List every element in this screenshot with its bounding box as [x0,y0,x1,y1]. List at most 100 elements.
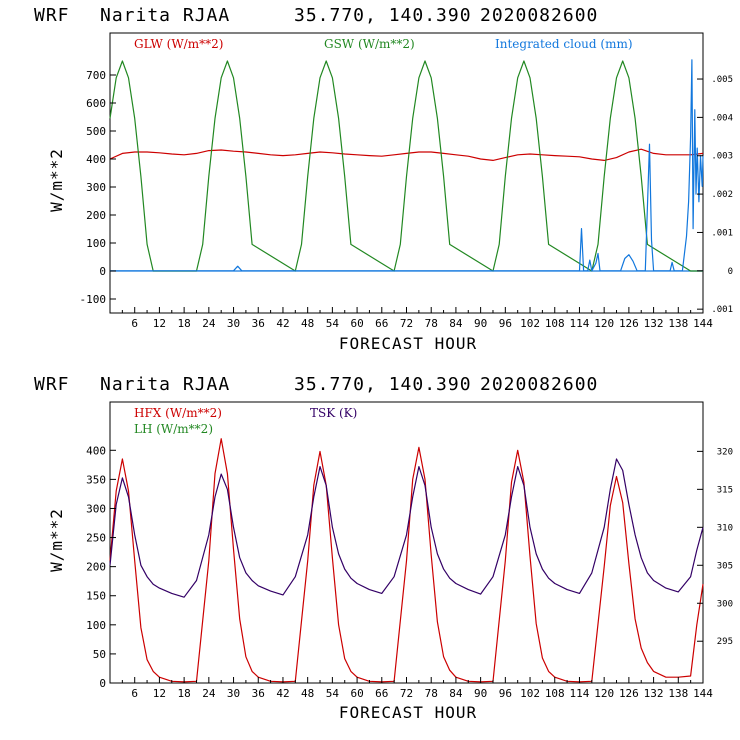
right-tick-label: .003 [711,152,733,162]
x-tick-label: 114 [570,317,590,330]
x-tick-label: 96 [499,317,512,330]
x-tick-label: 90 [474,317,487,330]
x-tick-label: 78 [425,317,438,330]
x-tick-label: 54 [326,687,340,700]
right-tick-label: .005 [711,75,733,85]
x-tick-label: 72 [400,317,413,330]
legend-gsw: GSW (W/m**2) [324,37,415,51]
header-model: WRF [34,374,70,395]
series-line-hfx [109,438,704,683]
x-tick-label: 126 [619,317,639,330]
series-line-integrated [110,59,704,272]
x-tick-label: 6 [131,317,138,330]
x-ticks: 6 12 18 24 30 36 42 48 54 60 66 72 78 84 90 96 102 108 114… [109,677,713,700]
right-tick-label: .001 [711,228,733,238]
x-tick-label: 114 [570,687,590,700]
right-ticks: 295 300 305 310 315 320 [697,447,733,647]
right-tick-label: 310 [717,523,733,533]
y-tick-label: 50 [93,648,106,661]
x-axis-label: FORECAST HOUR [339,703,477,722]
x-tick-label: 96 [499,687,512,700]
x-tick-label: 54 [326,317,340,330]
x-tick-label: 144 [693,317,713,330]
x-tick-label: 138 [668,687,688,700]
x-tick-label: 30 [227,687,240,700]
y-axis-label: W/m**2 [47,148,66,212]
x-tick-label: 24 [202,687,216,700]
right-tick-label: .001 [711,305,733,315]
right-tick-label: 295 [717,637,733,647]
x-tick-label: 12 [153,687,166,700]
x-tick-label: 102 [520,317,540,330]
x-tick-label: 78 [425,687,438,700]
header-station: Narita RJAA [100,374,230,395]
x-tick-label: 6 [131,687,138,700]
right-tick-label: .002 [711,190,733,200]
legend-glw: GLW (W/m**2) [134,37,223,51]
x-tick-label: 42 [276,687,289,700]
x-tick-label: 126 [619,687,639,700]
y-tick-label: 200 [86,561,106,574]
y-tick-label: 300 [86,502,106,515]
right-tick-label: .004 [711,113,733,123]
x-tick-label: 132 [644,317,664,330]
x-tick-label: 48 [301,317,314,330]
x-tick-label: 108 [545,687,565,700]
right-tick-label: 320 [717,447,733,457]
y-tick-label: 100 [86,619,106,632]
x-tick-label: 18 [178,317,191,330]
right-tick-label: 0 [728,267,733,277]
header-coords: 35.770, 140.390 [294,5,472,26]
header-model: WRF [34,5,70,26]
x-tick-label: 90 [474,687,487,700]
x-axis-label: FORECAST HOUR [339,334,477,353]
header-date: 2020082600 [480,5,598,26]
x-tick-label: 108 [545,317,565,330]
x-tick-label: 132 [644,687,664,700]
right-tick-label: 315 [717,485,733,495]
header-coords: 35.770, 140.390 [294,374,472,395]
header-date: 2020082600 [480,374,598,395]
x-tick-label: 12 [153,317,166,330]
y-tick-label: 300 [86,181,106,194]
legend-lh: LH (W/m**2) [134,422,213,436]
right-tick-label: 300 [717,599,733,609]
y-tick-label: 0 [99,677,106,690]
x-tick-label: 36 [252,317,265,330]
x-tick-label: 144 [693,687,713,700]
series-line-tsk [109,458,704,598]
y-tick-label: 400 [86,153,106,166]
y-tick-label: 0 [99,265,106,278]
series-line-gsw [109,60,703,272]
x-tick-label: 84 [449,687,463,700]
x-tick-label: 36 [252,687,265,700]
x-ticks: 6 12 18 24 30 36 42 48 54 60 66 72 78 84 90 96 102 108 114… [109,307,713,330]
x-tick-label: 48 [301,687,314,700]
y-ticks: -100 0 100 200 300 400 500 600 700 [80,69,116,306]
x-tick-label: 120 [594,687,614,700]
y-tick-label: 100 [86,237,106,250]
y-tick-label: 600 [86,97,106,110]
y-tick-label: 350 [86,473,106,486]
y-tick-label: 200 [86,209,106,222]
x-tick-label: 84 [449,317,463,330]
right-tick-label: 305 [717,561,733,571]
x-tick-label: 138 [668,317,688,330]
legend-hfx: HFX (W/m**2) [134,406,222,420]
y-tick-label: 250 [86,532,106,545]
header-station: Narita RJAA [100,5,230,26]
x-tick-label: 60 [350,317,363,330]
y-tick-label: 400 [86,444,106,457]
series-line-glw [109,148,704,161]
x-tick-label: 30 [227,317,240,330]
right-ticks: .001 0 .001 .002 .003 .004 .005 [697,75,733,315]
y-tick-label: 500 [86,125,106,138]
x-tick-label: 18 [178,687,191,700]
x-tick-label: 66 [375,317,388,330]
y-ticks: 0 50 100 150 200 250 300 350 400 [86,444,116,690]
legend-cloud: Integrated cloud (mm) [495,37,633,51]
y-tick-label: 150 [86,590,106,603]
x-tick-label: 60 [350,687,363,700]
x-tick-label: 120 [594,317,614,330]
